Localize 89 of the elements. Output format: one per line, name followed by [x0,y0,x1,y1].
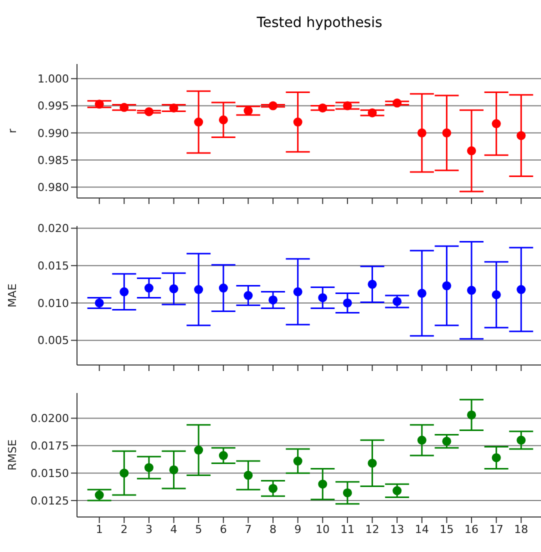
point [120,102,129,112]
point [94,100,104,109]
point [144,284,154,293]
point [194,118,204,127]
point [368,280,377,289]
point [144,107,154,116]
point [342,298,352,308]
y-tick-label: 0.0125 [30,494,69,508]
x-tick-label: 15 [440,522,454,536]
point [368,458,377,468]
x-tick-label: 2 [120,522,128,536]
point [293,287,302,296]
point [194,285,204,294]
y-tick-label: 0.020 [38,222,69,236]
y-tick-label: 1.000 [38,72,69,86]
point [244,291,253,300]
point [417,288,426,298]
point [442,281,452,290]
x-tick-label: 18 [514,522,528,536]
y-tick-label: 0.005 [38,334,69,348]
x-tick-label: 16 [464,522,479,536]
point [516,436,526,445]
y-tick-label: 0.980 [38,181,69,194]
point [417,436,426,445]
y-tick-label: 0.985 [38,154,69,167]
point [467,410,476,420]
point [293,118,302,127]
x-tick-label: 12 [365,522,380,536]
point [368,108,377,118]
point [120,468,129,478]
x-tick-label: 10 [316,522,330,536]
point [516,131,526,140]
y-tick-label: 0.990 [38,126,69,140]
y-axis-title: MAE [6,283,19,308]
point [467,146,476,156]
y-tick-label: 0.010 [38,296,69,310]
point [318,480,328,489]
point [244,106,253,116]
point [342,101,352,110]
point [516,285,526,294]
x-tick-label: 9 [294,522,302,536]
point [392,486,402,496]
y-axis-title: RMSE [6,439,19,471]
y-axis-title: r [6,128,19,134]
point [218,284,228,293]
x-tick-label: 4 [170,522,178,536]
y-tick-label: 0.995 [38,100,69,113]
point [169,284,178,294]
point [318,103,328,112]
x-tick-label: 1 [96,522,103,536]
point [442,436,452,446]
chart-title: Tested hypothesis [256,14,384,33]
x-tick-label: 14 [414,522,429,536]
x-tick-label: 6 [220,522,227,536]
point [293,456,302,466]
point [392,98,402,108]
point [318,293,328,302]
y-tick-label: 0.015 [38,260,69,273]
point [244,470,253,480]
point [94,490,104,500]
point [268,101,278,110]
y-tick-label: 0.0150 [30,467,69,480]
x-tick-label: 11 [340,522,354,536]
point [144,463,154,472]
point [169,103,178,112]
x-tick-label: 3 [145,522,152,536]
point [392,296,402,306]
point [169,465,178,474]
point [492,119,501,128]
x-tick-label: 13 [390,522,404,536]
point [94,298,104,308]
point [268,295,278,304]
point [342,488,352,498]
point [442,128,452,138]
y-tick-label: 0.0175 [30,440,69,453]
x-tick-label: 8 [270,522,277,536]
point [467,286,476,295]
point [218,115,228,124]
point [492,290,501,300]
x-tick-label: 5 [195,522,202,536]
point [218,451,228,460]
point [492,453,501,462]
point [417,128,426,138]
point [120,287,129,296]
point [194,446,204,455]
point [268,484,278,493]
y-tick-label: 0.0200 [30,412,69,426]
x-tick-label: 7 [244,522,252,536]
x-tick-label: 17 [489,522,504,536]
